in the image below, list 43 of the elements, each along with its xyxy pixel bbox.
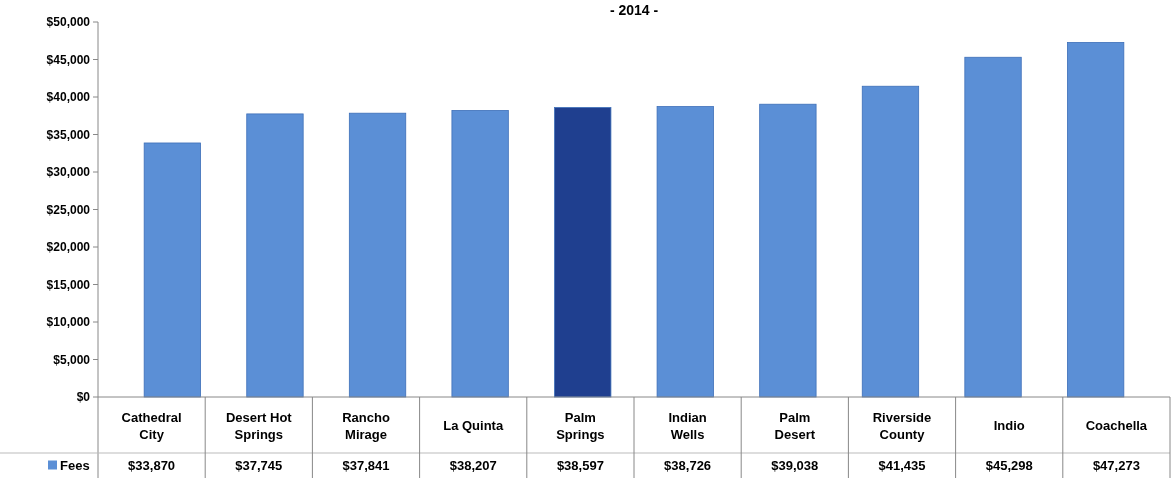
x-tick-label: Coachella (1085, 417, 1148, 433)
data-label: $38,207 (449, 458, 497, 474)
bar (656, 106, 714, 398)
x-tick-label: Riverside County (872, 409, 932, 442)
y-tick-label: $10,000 (46, 315, 91, 330)
data-label: $41,435 (878, 458, 926, 474)
bar (759, 103, 817, 398)
chart-title: - 2014 - (609, 2, 659, 18)
data-label: $38,726 (664, 458, 712, 474)
y-tick-label: $40,000 (46, 90, 91, 105)
y-tick-label: $20,000 (46, 240, 91, 255)
bar (1067, 42, 1125, 398)
y-tick-label: $0 (76, 390, 91, 405)
x-tick-label: Desert Hot Springs (225, 409, 293, 442)
data-label: $39,038 (771, 458, 819, 474)
y-tick-label: $50,000 (46, 15, 91, 30)
x-tick-label: Indio (993, 417, 1025, 433)
y-tick-label: $30,000 (46, 165, 91, 180)
data-label: $38,597 (556, 458, 604, 474)
y-tick-label: $15,000 (46, 277, 91, 292)
y-tick-label: $45,000 (46, 52, 91, 67)
legend-label: Fees (60, 458, 90, 474)
bar (861, 85, 920, 398)
x-tick-label: Indian Wells (668, 409, 707, 442)
x-tick-label: Cathedral City (121, 409, 182, 442)
bar (143, 142, 201, 398)
data-label: $37,841 (342, 458, 390, 474)
y-tick-label: $5,000 (53, 352, 91, 367)
y-tick-label: $25,000 (46, 202, 91, 217)
x-tick-label: Palm Desert (774, 409, 816, 442)
bar (554, 107, 612, 398)
bar (964, 56, 1022, 398)
data-label: $47,273 (1092, 458, 1140, 474)
x-tick-label: La Quinta (443, 417, 504, 433)
x-tick-label: Palm Springs (556, 409, 605, 442)
data-label: $33,870 (128, 458, 176, 474)
data-label: $37,745 (235, 458, 283, 474)
bar (348, 112, 407, 398)
bar (246, 113, 304, 398)
bar (451, 110, 509, 398)
x-tick-label: Rancho Mirage (342, 409, 390, 442)
y-tick-label: $35,000 (46, 127, 91, 142)
data-label: $45,298 (985, 458, 1033, 474)
